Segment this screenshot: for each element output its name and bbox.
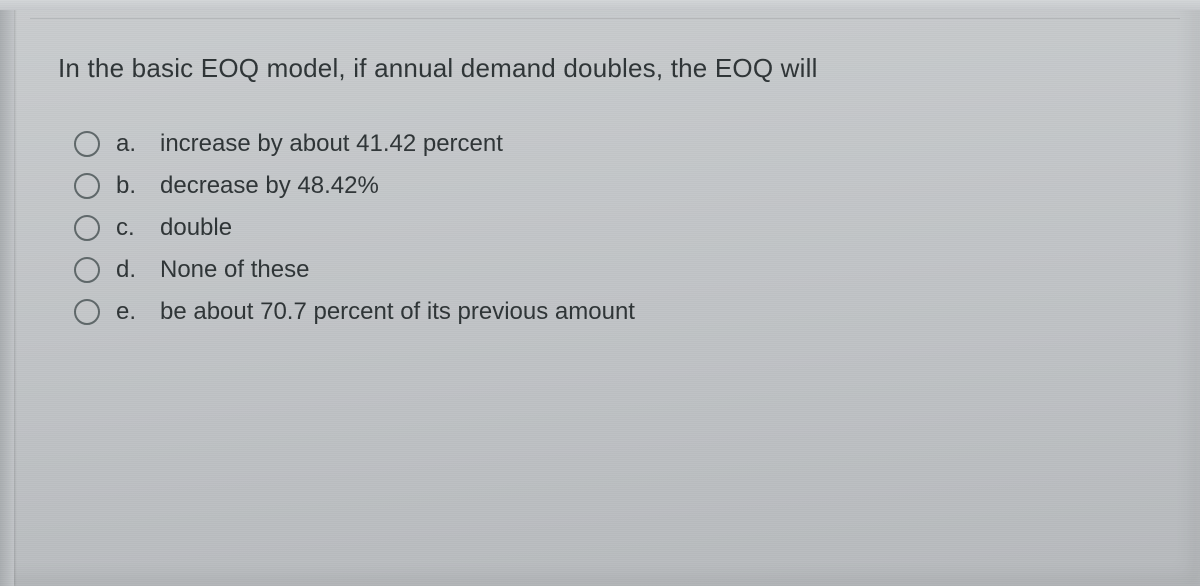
- radio-icon[interactable]: [74, 257, 100, 283]
- option-e[interactable]: e. be about 70.7 percent of its previous…: [74, 298, 1152, 326]
- radio-icon[interactable]: [74, 131, 100, 157]
- option-letter: b.: [116, 172, 144, 200]
- option-letter: d.: [116, 256, 144, 284]
- option-letter: e.: [116, 298, 144, 326]
- option-letter: a.: [116, 130, 144, 158]
- quiz-screen: In the basic EOQ model, if annual demand…: [0, 0, 1200, 586]
- radio-icon[interactable]: [74, 215, 100, 241]
- question-text: In the basic EOQ model, if annual demand…: [58, 53, 1152, 84]
- question-panel: In the basic EOQ model, if annual demand…: [30, 18, 1180, 568]
- option-c[interactable]: c. double: [74, 214, 1152, 242]
- option-text: decrease by 48.42%: [160, 172, 379, 200]
- option-a[interactable]: a. increase by about 41.42 percent: [74, 130, 1152, 158]
- radio-icon[interactable]: [74, 173, 100, 199]
- option-letter: c.: [116, 214, 144, 242]
- option-text: increase by about 41.42 percent: [160, 130, 503, 158]
- option-text: be about 70.7 percent of its previous am…: [160, 298, 635, 326]
- options-list: a. increase by about 41.42 percent b. de…: [74, 130, 1152, 326]
- option-b[interactable]: b. decrease by 48.42%: [74, 172, 1152, 200]
- monitor-top-bezel: [0, 0, 1200, 10]
- radio-icon[interactable]: [74, 299, 100, 325]
- option-text: None of these: [160, 256, 309, 284]
- monitor-left-bezel: [0, 0, 14, 586]
- option-d[interactable]: d. None of these: [74, 256, 1152, 284]
- option-text: double: [160, 214, 232, 242]
